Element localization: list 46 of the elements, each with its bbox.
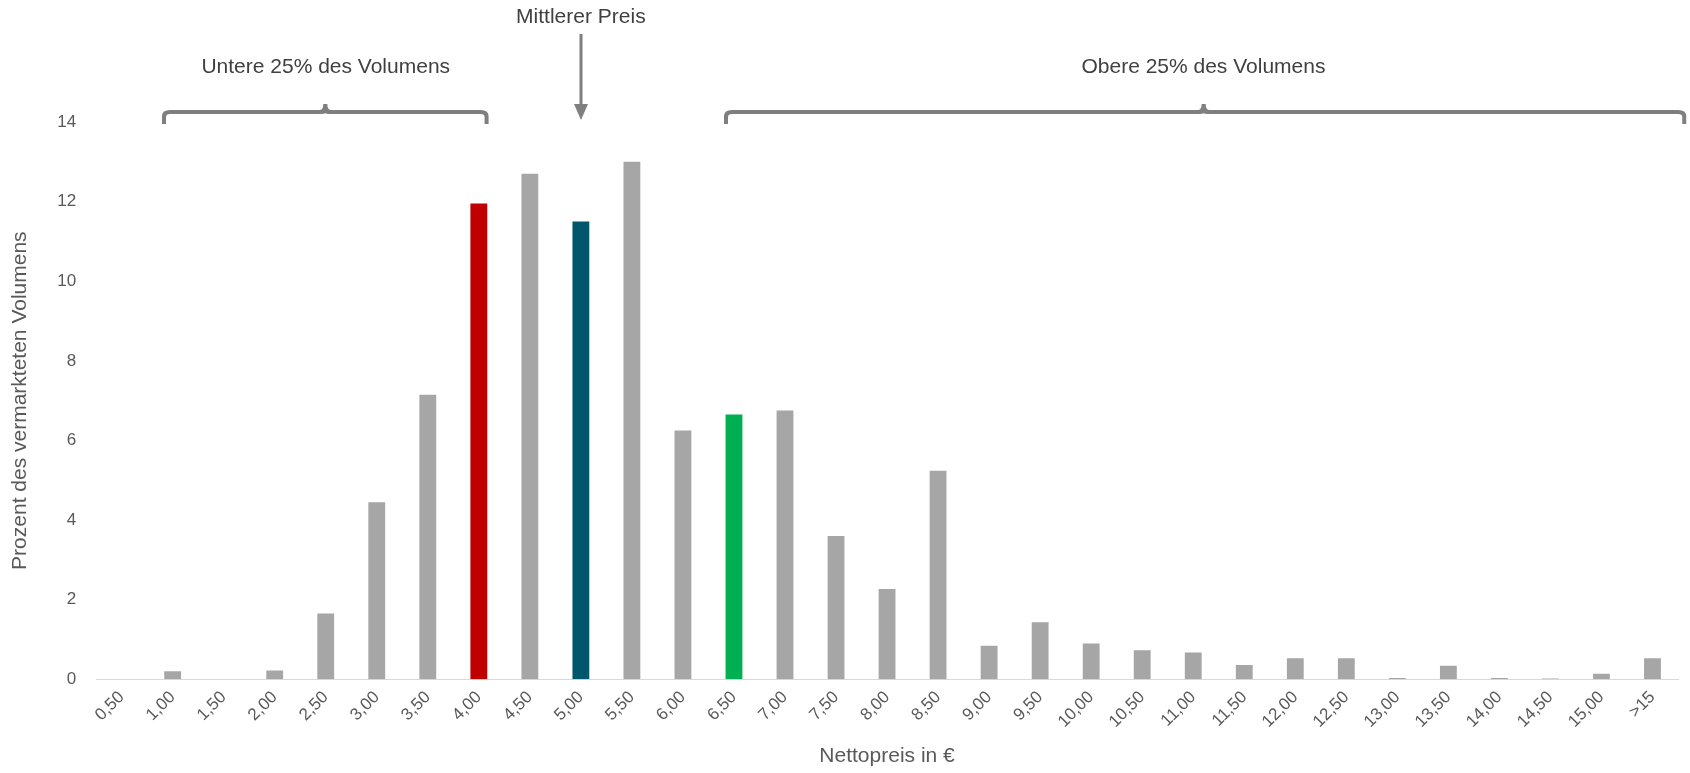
bar <box>419 394 437 680</box>
x-tick-label: 7,50 <box>805 687 843 725</box>
x-axis-title: Nettopreis in € <box>819 743 956 767</box>
y-tick-label: 4 <box>66 509 77 529</box>
bar <box>929 470 947 680</box>
bar <box>725 414 743 680</box>
bar <box>623 161 641 680</box>
bar <box>1337 658 1355 680</box>
x-tick-label: 6,50 <box>703 687 741 725</box>
bar <box>572 221 590 680</box>
bar <box>317 613 335 680</box>
bar <box>164 671 182 680</box>
y-tick-label: 2 <box>66 589 77 609</box>
bar <box>1439 665 1457 680</box>
bar <box>1133 650 1151 680</box>
x-tick-label: 4,50 <box>499 687 536 725</box>
y-tick-label: 12 <box>57 191 77 211</box>
bar <box>521 173 539 680</box>
bar <box>878 588 896 680</box>
x-tick-label: 4,00 <box>448 687 485 725</box>
bar <box>1184 652 1202 680</box>
y-tick-label: 0 <box>66 668 77 688</box>
x-tick-label: >15 <box>1624 687 1659 722</box>
y-axis-title: Prozent des vermarkteten Volumens <box>7 231 31 570</box>
bar <box>674 430 692 680</box>
bar <box>368 502 386 680</box>
y-tick-label: 10 <box>57 270 77 290</box>
bar <box>1286 658 1304 680</box>
text: Untere 25% des Volumens <box>201 53 451 77</box>
bar <box>1031 622 1049 680</box>
x-tick-label: 6,00 <box>652 687 690 725</box>
bar <box>1235 664 1253 680</box>
text: Obere 25% des Volumens <box>1081 53 1326 77</box>
x-tick-label: 7,00 <box>754 687 792 725</box>
bar <box>1593 673 1610 680</box>
bar <box>1644 658 1661 680</box>
bar <box>827 535 845 680</box>
y-tick-label: 14 <box>57 111 77 131</box>
bar <box>980 645 998 680</box>
text: Mittlerer Preis <box>516 3 646 27</box>
y-tick-label: 8 <box>66 350 77 370</box>
bar <box>266 670 284 680</box>
y-tick-label: 6 <box>66 430 77 450</box>
bar <box>776 410 794 680</box>
bar <box>1082 643 1100 680</box>
bar <box>470 203 488 680</box>
